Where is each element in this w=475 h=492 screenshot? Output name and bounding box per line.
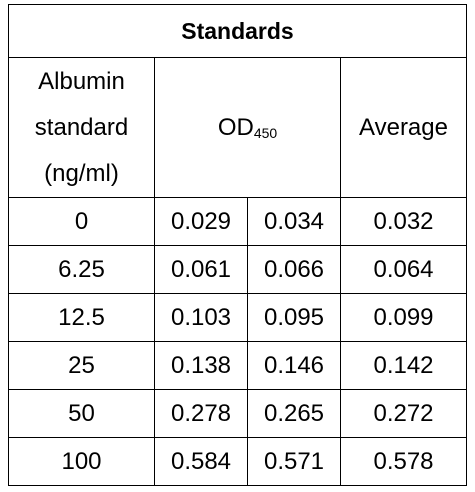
table-row: 0 0.029 0.034 0.032	[8, 197, 467, 246]
od-header: OD450	[154, 57, 341, 198]
table-row: 12.5 0.103 0.095 0.099	[8, 293, 467, 342]
average-cell: 0.064	[340, 245, 467, 294]
table-row: 6.25 0.061 0.066 0.064	[8, 245, 467, 294]
od-replicate-1-cell: 0.138	[154, 341, 248, 390]
od-header-main: OD	[217, 113, 254, 141]
header-line-unit: (ng/ml)	[44, 159, 119, 187]
table-row: 100 0.584 0.571 0.578	[8, 437, 467, 486]
standards-table: Standards Albumin standard (ng/ml) OD450…	[8, 4, 467, 486]
od-header-subscript: 450	[253, 124, 278, 141]
od-replicate-2-cell: 0.571	[247, 437, 341, 486]
standard-cell: 50	[8, 389, 155, 438]
od-replicate-2-cell: 0.034	[247, 197, 341, 246]
average-cell: 0.099	[340, 293, 467, 342]
average-header: Average	[340, 57, 467, 198]
standard-cell: 12.5	[8, 293, 155, 342]
table-row: 50 0.278 0.265 0.272	[8, 389, 467, 438]
average-cell: 0.032	[340, 197, 467, 246]
od-replicate-1-cell: 0.584	[154, 437, 248, 486]
header-line-albumin: Albumin	[38, 67, 125, 95]
standard-cell: 25	[8, 341, 155, 390]
standard-cell: 6.25	[8, 245, 155, 294]
average-cell: 0.272	[340, 389, 467, 438]
od-replicate-1-cell: 0.278	[154, 389, 248, 438]
od-replicate-2-cell: 0.265	[247, 389, 341, 438]
standard-cell: 0	[8, 197, 155, 246]
od-replicate-2-cell: 0.146	[247, 341, 341, 390]
od-replicate-2-cell: 0.066	[247, 245, 341, 294]
table-title: Standards	[8, 4, 467, 58]
od-replicate-1-cell: 0.103	[154, 293, 248, 342]
od-replicate-1-cell: 0.061	[154, 245, 248, 294]
standard-cell: 100	[8, 437, 155, 486]
average-cell: 0.578	[340, 437, 467, 486]
albumin-standard-header: Albumin standard (ng/ml)	[8, 57, 155, 198]
table-row: 25 0.138 0.146 0.142	[8, 341, 467, 390]
average-cell: 0.142	[340, 341, 467, 390]
header-line-standard: standard	[34, 113, 129, 141]
od-replicate-2-cell: 0.095	[247, 293, 341, 342]
od-replicate-1-cell: 0.029	[154, 197, 248, 246]
